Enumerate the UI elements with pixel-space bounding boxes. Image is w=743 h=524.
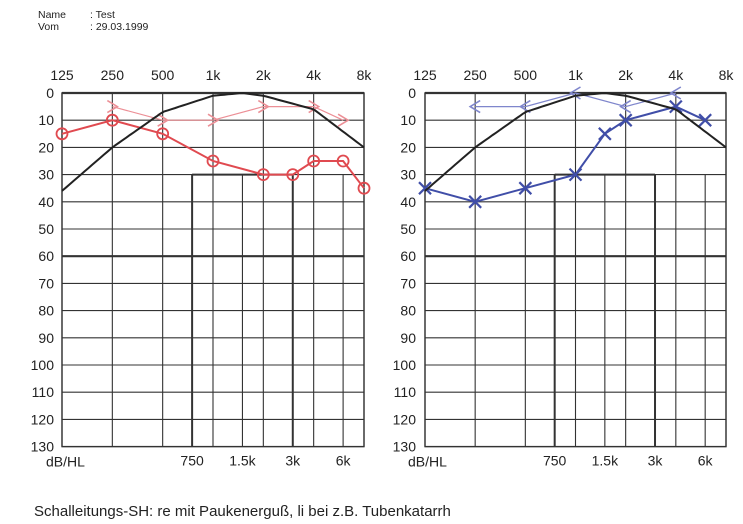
air-conduction-point <box>618 113 633 127</box>
air-conduction-point <box>698 113 712 127</box>
bone-conduction-point <box>106 99 119 114</box>
y-axis-label: dB/HL <box>46 454 85 470</box>
x-tick-label-top: 250 <box>463 67 487 83</box>
y-tick-label: 0 <box>46 85 54 101</box>
y-tick-label: 20 <box>400 139 416 155</box>
air-conduction-point <box>468 195 482 209</box>
x-tick-label-top: 125 <box>413 67 437 83</box>
air-conduction-point <box>156 127 170 141</box>
date-value: : 29.03.1999 <box>90 21 149 33</box>
y-tick-label: 120 <box>393 411 417 427</box>
name-value: : Test <box>90 9 115 21</box>
bone-conduction-point <box>619 99 632 114</box>
air-conduction-point <box>357 181 371 195</box>
air-conduction-point <box>418 181 432 195</box>
y-tick-label: 130 <box>31 439 55 455</box>
air-conduction-point <box>256 168 270 182</box>
bone-conduction-line <box>475 92 676 108</box>
x-tick-label-bottom: 1.5k <box>592 453 619 469</box>
y-tick-label: 10 <box>38 112 54 128</box>
bone-conduction-point <box>337 113 350 127</box>
air-conduction-line <box>424 105 706 203</box>
y-tick-label: 100 <box>393 357 417 373</box>
y-tick-label: 90 <box>38 330 54 346</box>
bone-conduction-point <box>157 113 170 127</box>
air-conduction-point <box>336 154 350 168</box>
air-conduction-point <box>286 168 300 182</box>
air-conduction-point <box>55 127 69 141</box>
bone-conduction-point <box>207 113 220 127</box>
bone-conduction-point <box>669 86 682 100</box>
x-tick-label-top: 500 <box>514 67 538 83</box>
diagnosis-caption: Schalleitungs-SH: re mit Paukenerguß, li… <box>34 503 451 520</box>
reference-curve <box>61 92 365 192</box>
y-tick-label: 120 <box>31 411 55 427</box>
reference-curve <box>424 92 727 192</box>
y-tick-label: 40 <box>400 194 416 210</box>
air-conduction-point <box>105 113 119 127</box>
audiogram-left-ear: 0 10 20 30 40 50 60 70 80 90 100 110 120 130 125 250 500… <box>393 67 735 470</box>
bone-conduction-point <box>568 86 581 100</box>
x-tick-label-top: 4k <box>668 67 684 83</box>
bone-conduction-point <box>257 99 270 114</box>
y-tick-label: 70 <box>400 275 416 291</box>
air-conduction-point <box>518 181 533 195</box>
y-tick-label: 20 <box>38 139 54 155</box>
audiogram-right-ear: 0 10 20 30 40 50 60 70 80 90 100 110 120 130 125 250 500… <box>31 67 373 470</box>
bone-conduction-point <box>468 99 481 114</box>
y-axis-label: dB/HL <box>408 454 447 470</box>
x-tick-label-bottom: 6k <box>336 453 352 469</box>
x-tick-label-bottom: 750 <box>543 453 567 469</box>
y-tick-label: 110 <box>394 384 417 400</box>
x-tick-label-top: 250 <box>101 67 125 83</box>
x-tick-label-top: 125 <box>50 67 74 83</box>
x-tick-label-top: 2k <box>256 67 272 83</box>
y-tick-label: 60 <box>400 248 416 264</box>
x-tick-label-top: 2k <box>618 67 634 83</box>
y-tick-label: 60 <box>38 248 54 264</box>
y-tick-label: 90 <box>400 330 416 346</box>
y-tick-label: 10 <box>400 112 416 128</box>
air-conduction-point <box>568 167 583 182</box>
air-conduction-point <box>669 99 683 114</box>
x-tick-label-bottom: 3k <box>648 453 664 469</box>
x-tick-label-top: 8k <box>719 67 735 83</box>
date-label: Vom <box>38 21 60 33</box>
air-conduction-line <box>61 119 365 189</box>
x-tick-label-top: 500 <box>151 67 175 83</box>
x-tick-label-top: 1k <box>568 67 584 83</box>
y-tick-label: 110 <box>32 384 55 400</box>
y-tick-label: 50 <box>38 221 54 237</box>
x-tick-label-top: 8k <box>357 67 373 83</box>
air-conduction-point <box>307 154 321 168</box>
bone-conduction-point <box>308 99 321 114</box>
y-tick-label: 80 <box>38 303 54 319</box>
y-tick-label: 130 <box>393 439 417 455</box>
x-tick-label-bottom: 750 <box>180 453 204 469</box>
name-label: Name <box>38 9 67 21</box>
x-tick-label-bottom: 1.5k <box>229 453 256 469</box>
y-tick-label: 100 <box>31 357 55 373</box>
y-tick-label: 30 <box>400 167 416 183</box>
air-conduction-point <box>206 154 220 168</box>
y-tick-label: 0 <box>408 85 416 101</box>
y-tick-label: 50 <box>400 221 416 237</box>
y-tick-label: 80 <box>400 303 416 319</box>
x-tick-label-top: 1k <box>206 67 222 83</box>
x-tick-label-top: 4k <box>306 67 322 83</box>
y-tick-label: 30 <box>38 167 54 183</box>
y-tick-label: 70 <box>38 275 54 291</box>
x-tick-label-bottom: 6k <box>698 453 714 469</box>
x-tick-label-bottom: 3k <box>285 453 301 469</box>
air-conduction-point <box>598 127 612 141</box>
y-tick-label: 40 <box>38 194 54 210</box>
